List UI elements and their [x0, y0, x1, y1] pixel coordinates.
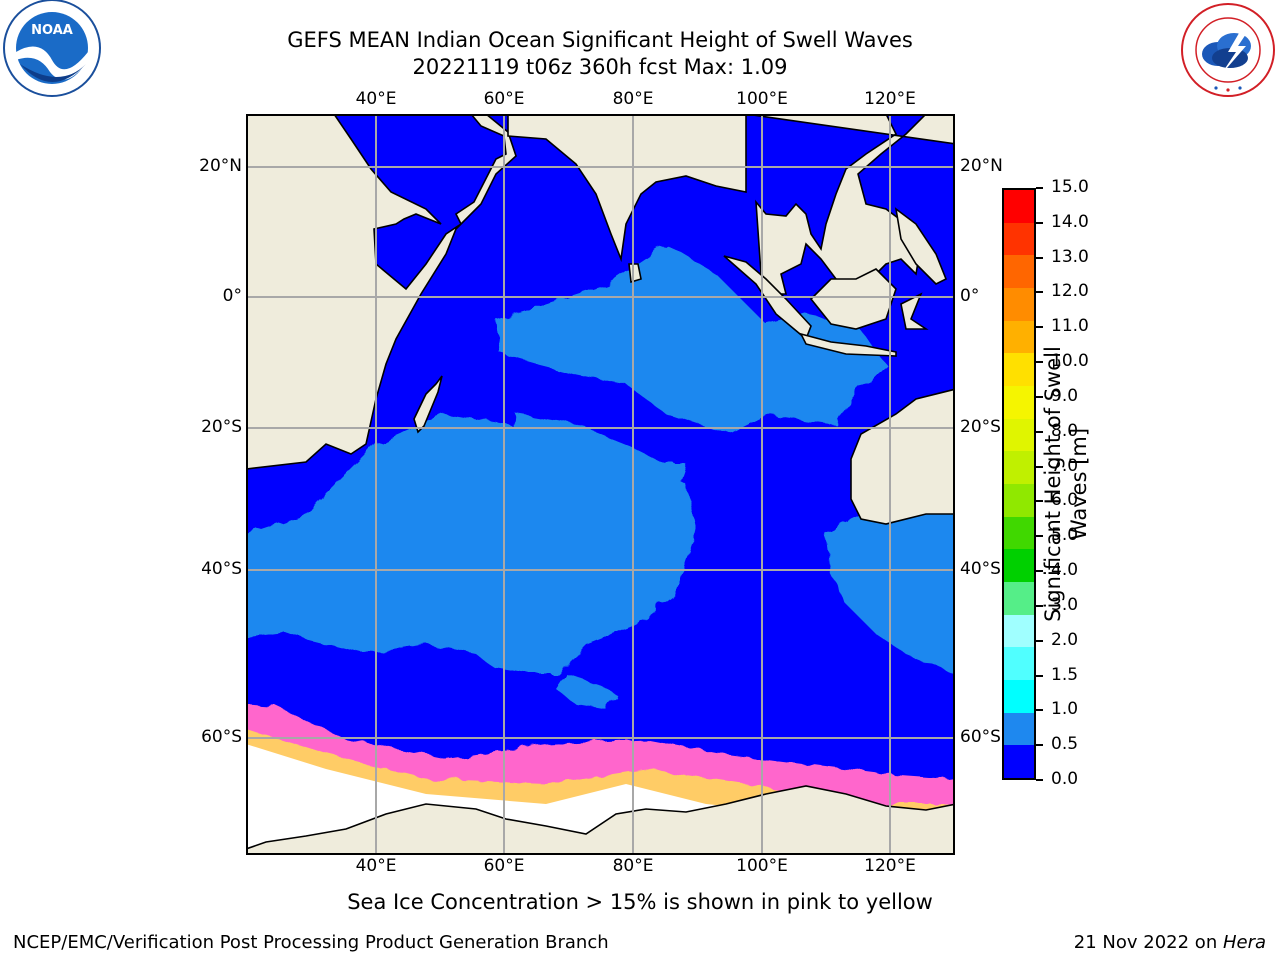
- colorbar-tick-label: 1.0: [1051, 699, 1079, 720]
- colorbar-segment: [1004, 680, 1034, 714]
- lon-label-top: 40°E: [355, 89, 397, 109]
- lat-label-right: 0°: [960, 286, 980, 306]
- colorbar-ticks: 15.0 14.0 13.0 12.0 11.0 10.0 9.0 8.0 7.0 6.0 5.0 4…: [1036, 177, 1096, 789]
- colorbar-tick-label: 6.0: [1051, 490, 1079, 511]
- lon-label-bottom: 40°E: [355, 856, 397, 876]
- lon-label-top: 100°E: [736, 89, 788, 109]
- colorbar-tick-label: 10.0: [1051, 351, 1089, 372]
- lat-label-right: 40°S: [960, 559, 1001, 579]
- colorbar-tick-mark: [1036, 221, 1043, 224]
- colorbar-tick-label: 2.0: [1051, 629, 1079, 650]
- footer-date: 21 Nov 2022 on Hera: [1074, 932, 1266, 953]
- sea-ice-note: Sea Ice Concentration > 15% is shown in …: [347, 890, 933, 914]
- colorbar-segment: [1004, 451, 1034, 485]
- colorbar-tick-mark: [1036, 500, 1043, 503]
- colorbar-tick-label: 11.0: [1051, 316, 1089, 337]
- colorbar-tick-label: 15.0: [1051, 177, 1089, 197]
- colorbar-segment: [1004, 614, 1034, 648]
- lon-label-top: 120°E: [864, 89, 916, 109]
- colorbar-tick-label: 0.5: [1051, 734, 1079, 755]
- map-grid: [247, 115, 954, 854]
- lat-label-left: 0°: [222, 286, 242, 306]
- colorbar-tick-label: 14.0: [1051, 211, 1089, 232]
- map-panel: [246, 114, 955, 855]
- lat-label-left: 20°N: [199, 156, 242, 176]
- chart-subtitle: 20221119 t06z 360h fcst Max: 1.09: [412, 55, 788, 79]
- colorbar-tick-label: 3.0: [1051, 594, 1079, 615]
- colorbar-segment: [1004, 288, 1034, 322]
- chart-title: GEFS MEAN Indian Ocean Significant Heigh…: [287, 28, 913, 52]
- colorbar-tick-label: 7.0: [1051, 455, 1079, 476]
- lat-label-right: 20°N: [960, 156, 1003, 176]
- colorbar-segment: [1004, 255, 1034, 289]
- colorbar-segment: [1004, 353, 1034, 387]
- colorbar-tick-mark: [1036, 326, 1043, 329]
- colorbar-tick-label: 8.0: [1051, 420, 1079, 441]
- colorbar-segment: [1004, 484, 1034, 518]
- colorbar-label: Significant Height of Swell Waves [m]: [1041, 346, 1091, 622]
- footer-host: Hera: [1222, 932, 1266, 953]
- colorbar-segment: [1004, 582, 1034, 616]
- colorbar-tick-mark: [1036, 570, 1043, 573]
- footer-credit: NCEP/EMC/Verification Post Processing Pr…: [13, 932, 609, 953]
- colorbar-tick-label: 12.0: [1051, 281, 1089, 302]
- colorbar-tick-mark: [1036, 187, 1043, 189]
- nws-logo: [1176, 0, 1280, 100]
- lon-label-bottom: 60°E: [483, 856, 525, 876]
- land-mass: [247, 115, 954, 854]
- lon-label-top: 80°E: [612, 89, 654, 109]
- colorbar: [1002, 188, 1036, 780]
- colorbar-segment: [1004, 320, 1034, 354]
- colorbar-tick-label: 5.0: [1051, 525, 1079, 546]
- lon-label-bottom: 80°E: [612, 856, 654, 876]
- colorbar-segment: [1004, 386, 1034, 420]
- colorbar-segment: [1004, 516, 1034, 550]
- lat-label-left: 20°S: [201, 417, 242, 437]
- map-frame: [246, 114, 955, 855]
- colorbar-tick-label: 1.5: [1051, 664, 1079, 685]
- lat-label-left: 40°S: [201, 559, 242, 579]
- colorbar-tick-mark: [1036, 361, 1043, 364]
- colorbar-tick-mark: [1036, 674, 1043, 677]
- colorbar-segment: [1004, 647, 1034, 681]
- colorbar-tick-label: 9.0: [1051, 385, 1079, 406]
- colorbar-segment: [1004, 190, 1034, 224]
- footer-date-text: 21 Nov 2022 on: [1073, 932, 1223, 953]
- lon-label-bottom: 100°E: [736, 856, 788, 876]
- lat-label-right: 20°S: [960, 417, 1001, 437]
- colorbar-segment: [1004, 745, 1034, 779]
- colorbar-tick-label: 13.0: [1051, 246, 1089, 267]
- colorbar-segment: [1004, 418, 1034, 452]
- colorbar-segment: [1004, 222, 1034, 256]
- lon-label-top: 60°E: [483, 89, 525, 109]
- lat-label-right: 60°S: [960, 727, 1001, 747]
- colorbar-tick-mark: [1036, 744, 1043, 747]
- colorbar-tick-label: 0.0: [1051, 769, 1079, 789]
- colorbar-segment: [1004, 549, 1034, 583]
- noaa-logo: NOAA: [0, 0, 105, 100]
- colorbar-tick-mark: [1036, 465, 1043, 468]
- colorbar-tick-mark: [1036, 779, 1043, 781]
- colorbar-tick-mark: [1036, 256, 1043, 259]
- colorbar-tick-mark: [1036, 430, 1043, 433]
- colorbar-tick-mark: [1036, 535, 1043, 538]
- colorbar-tick-mark: [1036, 604, 1043, 607]
- colorbar-tick-mark: [1036, 639, 1043, 642]
- colorbar-segment: [1004, 712, 1034, 746]
- lat-label-left: 60°S: [201, 727, 242, 747]
- noaa-logo-text: NOAA: [31, 23, 73, 38]
- colorbar-tick-mark: [1036, 709, 1043, 712]
- lon-label-bottom: 120°E: [864, 856, 916, 876]
- colorbar-tick-label: 4.0: [1051, 560, 1079, 581]
- colorbar-tick-mark: [1036, 395, 1043, 398]
- colorbar-tick-mark: [1036, 291, 1043, 294]
